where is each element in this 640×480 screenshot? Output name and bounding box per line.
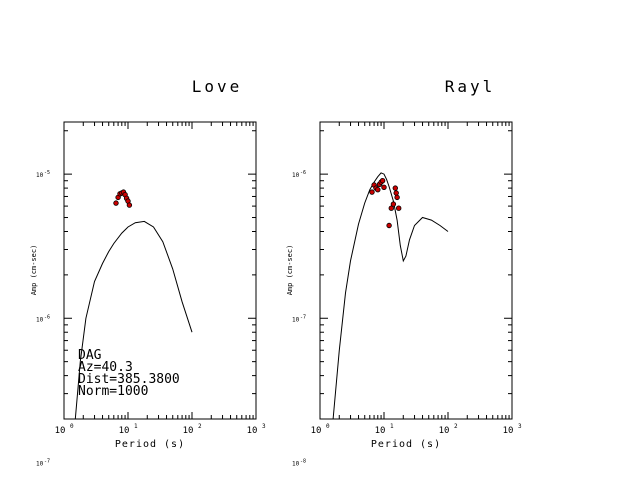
love-y-tick-label: 10 [36,316,44,323]
rayl-observed-point [394,194,400,201]
rayl-y-tick-label-exponent: -7 [300,314,306,320]
love-model-curve [74,220,193,419]
love-panel-title: Love [192,77,243,96]
love-panel: Love 10 0 10 1 10 2 10 310 -510 -610 -7 Period (s)… [30,77,266,467]
rayl-plot-frame [319,121,513,420]
love-y-tick-label-exponent: -6 [44,314,50,320]
love-x-tick-label: 10 [55,426,66,436]
rayl-y-tick-label-exponent: -8 [300,458,306,464]
rayl-observed-point [393,190,399,196]
love-x-tick-label-exponent: 1 [134,423,138,430]
love-axis-ticks: 10 0 10 1 10 2 10 310 -510 -610 -7 [36,122,266,467]
rayl-observed-point [379,177,386,184]
rayl-model-curve [332,172,449,419]
rayl-panel: Rayl 10 0 10 1 10 2 10 310 -610 -710 -8 Period (s)… [286,77,522,467]
love-x-tick-label: 10 [183,426,194,436]
love-y-tick-label: 10 [36,460,44,467]
rayl-x-tick-label: 10 [503,426,514,436]
love-data-marks [74,189,193,419]
rayl-observed-point [390,201,397,207]
rayl-data-marks [332,172,449,419]
love-x-axis-label: Period (s) [115,439,185,450]
rayl-x-tick-label: 10 [439,426,450,436]
love-y-axis-label: Amp (cm-sec) [30,245,38,296]
station-normalization: Norm=1000 [78,384,148,399]
rayl-observed-point [396,205,402,211]
love-plot-frame [63,121,257,420]
rayl-y-axis-label: Amp (cm-sec) [286,245,294,296]
rayl-x-tick-label-exponent: 1 [390,423,394,430]
rayl-y-tick-label: 10 [292,460,300,467]
love-observed-point [113,200,119,206]
station-azimuth: Az=40.3 [78,360,133,375]
station-code: DAG [78,348,102,363]
love-y-tick-label-exponent: -5 [44,170,50,176]
rayl-x-tick-label-exponent: 2 [454,423,458,430]
rayl-observed-point [388,205,394,211]
love-y-tick-label: 10 [36,172,44,179]
station-distance: Dist=385.3800 [78,372,180,387]
love-x-tick-label-exponent: 3 [262,423,266,430]
rayl-observed-point [369,189,375,195]
rayl-observed-point [375,186,381,193]
love-y-tick-label-exponent: -7 [44,458,50,464]
love-x-tick-label-exponent: 0 [70,423,74,430]
rayl-x-tick-label: 10 [311,426,322,436]
love-x-tick-label: 10 [119,426,130,436]
rayl-y-tick-label-exponent: -6 [300,170,306,176]
love-x-tick-label-exponent: 2 [198,423,202,430]
love-x-tick-label: 10 [247,426,258,436]
rayl-observed-point [381,184,387,190]
rayl-observed-point [386,222,392,229]
rayl-x-axis-label: Period (s) [371,439,441,450]
rayl-observed-point [392,185,398,191]
rayl-y-tick-label: 10 [292,316,300,323]
love-observed-point [126,202,133,208]
rayl-x-tick-label-exponent: 3 [518,423,522,430]
rayl-axis-ticks: 10 0 10 1 10 2 10 310 -610 -710 -8 [292,122,522,467]
rayl-y-tick-label: 10 [292,172,300,179]
rayl-x-tick-label-exponent: 0 [326,423,330,430]
rayl-x-tick-label: 10 [375,426,386,436]
rayl-panel-title: Rayl [445,77,496,96]
